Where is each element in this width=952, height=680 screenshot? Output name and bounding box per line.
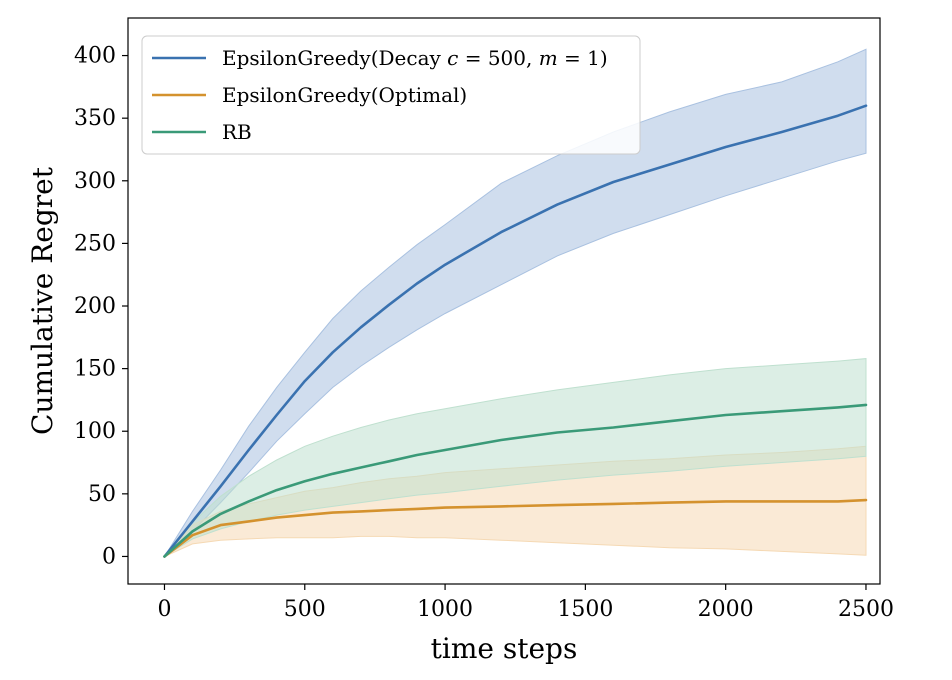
- line-epsilongreedy-optimal: [163, 498, 868, 558]
- y-tick-label: 100: [74, 419, 116, 444]
- y-tick-label: 200: [74, 294, 116, 319]
- line-rb: [163, 403, 868, 558]
- x-tick-label: 1500: [557, 597, 613, 622]
- x-axis-ticks: 0 500 1000 1500 2000 2500: [157, 584, 894, 622]
- x-tick-label: 2500: [838, 597, 894, 622]
- x-tick-label: 0: [157, 597, 171, 622]
- y-axis-label: Cumulative Regret: [26, 166, 59, 435]
- band-rb: [164, 358, 867, 557]
- mean-lines: [163, 104, 868, 558]
- x-tick-label: 2000: [698, 597, 754, 622]
- y-tick-label: 50: [88, 482, 116, 507]
- y-tick-label: 250: [74, 231, 116, 256]
- confidence-bands: [164, 48, 867, 557]
- y-axis-ticks: 0 50 100 150 200 250 300 350 400: [74, 44, 128, 569]
- legend-entry-label: EpsilonGreedy(Optimal): [222, 83, 467, 107]
- x-tick-label: 1000: [417, 597, 473, 622]
- legend: EpsilonGreedy(Decay c = 500, m = 1) Epsil…: [141, 35, 641, 155]
- legend-box: [141, 35, 641, 155]
- line-epsilongreedy-decay-c-500-m-1: [163, 104, 868, 558]
- legend-entry-label: RB: [222, 120, 252, 144]
- y-tick-label: 150: [74, 357, 116, 382]
- x-tick-label: 500: [284, 597, 326, 622]
- band-epsilongreedy-decay-c-500-m-1: [164, 48, 867, 557]
- legend-entry-label: EpsilonGreedy(Decay c = 500, m = 1): [222, 46, 608, 70]
- y-tick-label: 300: [74, 169, 116, 194]
- x-axis-label: time steps: [431, 632, 578, 665]
- y-tick-label: 400: [74, 44, 116, 69]
- plot-frame: [127, 17, 881, 585]
- y-tick-label: 350: [74, 106, 116, 131]
- y-tick-label: 0: [102, 544, 116, 569]
